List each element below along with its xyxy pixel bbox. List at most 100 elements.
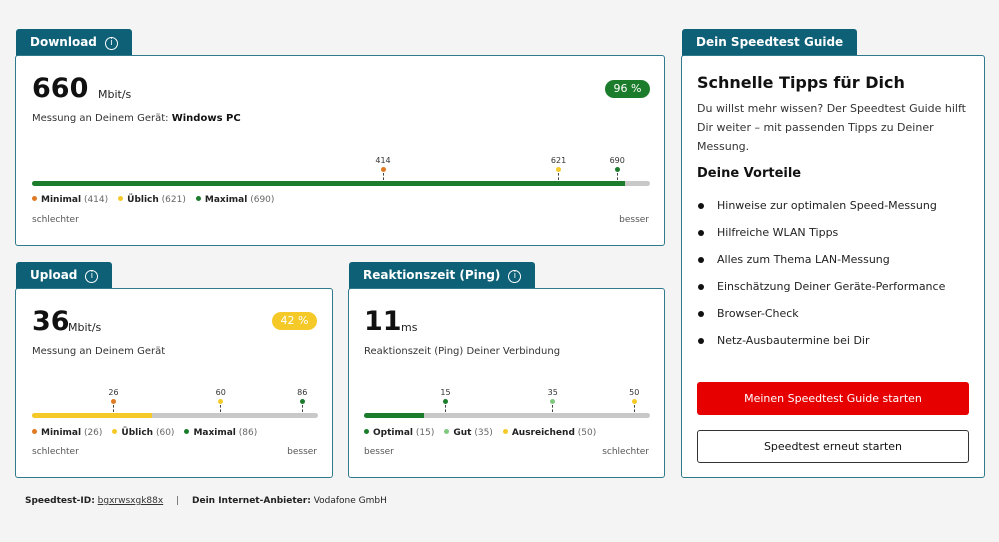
marker-dot [380, 167, 386, 172]
speedtest-id-value[interactable]: bgxrwsxgk88x [97, 496, 164, 506]
upload-marker-60: 60 [211, 388, 231, 412]
legend-item: Optimal (15) [364, 428, 434, 438]
marker-label: 86 [297, 388, 308, 397]
ping-marker-50: 50 [624, 388, 644, 412]
legend-dot [502, 429, 508, 434]
legend-item: Ausreichend (50) [502, 428, 597, 438]
legend-value: (60) [153, 428, 175, 438]
marker-label: 60 [215, 388, 226, 397]
legend-item: Gut (35) [444, 428, 493, 438]
marker-tick [113, 405, 114, 412]
benefit-item: Browser-Check [697, 307, 977, 334]
benefits-list: Hinweise zur optimalen Speed-Messung Hilf… [697, 199, 977, 361]
upload-percent-badge: 42 % [272, 312, 317, 330]
start-guide-button[interactable]: Meinen Speedtest Guide starten [697, 382, 969, 415]
marker-label: 35 [547, 388, 558, 397]
download-unit: Mbit/s [98, 88, 132, 101]
upload-tab-label: Upload [30, 268, 78, 282]
marker-dot [443, 399, 448, 404]
legend-name: Minimal [41, 195, 82, 205]
legend-item: Üblich (621) [118, 195, 186, 205]
guide-tab-label: Dein Speedtest Guide [696, 35, 844, 49]
marker-dot [614, 167, 620, 172]
marker-tick [616, 173, 618, 180]
marker-tick [382, 173, 384, 180]
guide-tab: Dein Speedtest Guide [682, 29, 858, 56]
footer-info: Speedtest-ID: bgxrwsxgk88x | Dein Intern… [25, 496, 387, 506]
device-name: Windows PC [171, 113, 241, 124]
marker-dot [550, 399, 556, 404]
marker-label: 50 [629, 388, 640, 397]
legend-item: Maximal (690) [195, 195, 275, 205]
download-marker-690: 690 [607, 156, 627, 180]
benefit-item: Netz-Ausbautermine bei Dir [697, 334, 977, 361]
upload-legend: Minimal (26) Üblich (60) Maximal (86) [32, 428, 267, 438]
scale-right-label: schlechter [602, 447, 649, 457]
benefit-item: Hilfreiche WLAN Tipps [697, 226, 977, 253]
ping-card: 11 ms Reaktionszeit (Ping) Deiner Verbin… [348, 288, 665, 478]
footer-separator: | [176, 496, 180, 506]
legend-item: Minimal (414) [32, 195, 108, 205]
legend-dot [184, 429, 190, 434]
download-tab: Download i [16, 29, 132, 56]
legend-name: Optimal [373, 428, 414, 438]
legend-value: (621) [158, 195, 186, 205]
ping-tab: Reaktionszeit (Ping) i [349, 262, 536, 289]
speedtest-id-label: Speedtest-ID: [25, 496, 95, 506]
download-card: 660 Mbit/s Messung an Deinem Gerät: Wind… [15, 55, 665, 246]
legend-dot [32, 196, 37, 201]
download-marker-621: 621 [549, 156, 569, 180]
legend-name: Maximal [204, 195, 248, 205]
benefit-item: Einschätzung Deiner Geräte-Performance [697, 280, 977, 307]
info-icon[interactable]: i [85, 270, 99, 283]
upload-card: 36 Mbit/s Messung an Deinem Gerät 42 % 2… [15, 288, 333, 478]
benefit-item: Hinweise zur optimalen Speed-Messung [697, 199, 977, 226]
ping-marker-15: 15 [436, 388, 456, 412]
download-tab-label: Download [30, 35, 97, 49]
legend-value: (15) [413, 428, 435, 438]
ping-unit: ms [401, 321, 418, 334]
ping-tab-label: Reaktionszeit (Ping) [363, 268, 501, 282]
legend-value: (690) [247, 195, 275, 205]
upload-device: Messung an Deinem Gerät [32, 346, 166, 357]
info-icon[interactable]: i [508, 270, 522, 283]
legend-name: Üblich [121, 428, 154, 438]
marker-dot [631, 399, 637, 404]
marker-dot [218, 399, 224, 404]
marker-label: 414 [375, 156, 391, 165]
marker-tick [552, 405, 554, 412]
marker-tick [301, 405, 303, 412]
legend-value: (50) [574, 428, 597, 438]
ping-legend: Optimal (15) Gut (35) Ausreichend (50) [364, 428, 606, 438]
legend-dot [112, 429, 118, 434]
ping-value: 11 [364, 306, 402, 337]
legend-value: (35) [471, 428, 493, 438]
download-marker-414: 414 [373, 156, 393, 180]
provider-value: Vodafone GmbH [313, 496, 387, 506]
info-icon[interactable]: i [104, 37, 118, 50]
legend-item: Maximal (86) [184, 428, 257, 438]
upload-tab: Upload i [16, 262, 113, 289]
provider-label: Dein Internet-Anbieter: [192, 496, 311, 506]
marker-label: 26 [108, 388, 119, 397]
legend-dot [444, 429, 450, 434]
guide-intro: Du willst mehr wissen? Der Speedtest Gui… [697, 102, 966, 153]
marker-label: 15 [440, 388, 451, 397]
legend-item: Minimal (26) [32, 428, 102, 438]
marker-tick [633, 405, 635, 412]
legend-value: (26) [81, 428, 103, 438]
legend-name: Ausreichend [511, 428, 575, 438]
restart-speedtest-button[interactable]: Speedtest erneut starten [697, 430, 969, 463]
legend-value: (86) [235, 428, 258, 438]
scale-left-label: besser [364, 447, 394, 457]
legend-dot [118, 196, 124, 201]
legend-name: Minimal [41, 428, 82, 438]
marker-dot [556, 167, 562, 172]
legend-name: Maximal [193, 428, 236, 438]
legend-name: Gut [453, 428, 472, 438]
ping-marker-35: 35 [543, 388, 563, 412]
marker-tick [558, 173, 560, 180]
scale-left-label: schlechter [32, 447, 79, 457]
legend-item: Üblich (60) [112, 428, 174, 438]
benefits-heading: Deine Vorteile [697, 166, 802, 181]
